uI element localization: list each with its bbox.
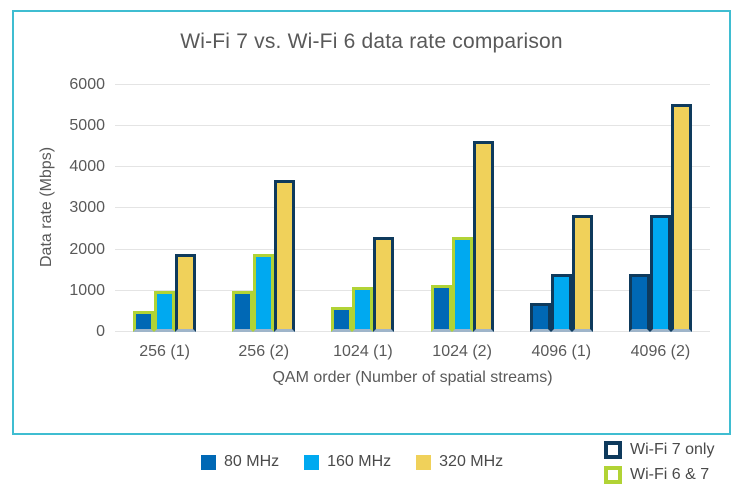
bar — [451, 237, 473, 332]
legend-bandwidth: 80 MHz 160 MHz 320 MHz — [201, 453, 503, 471]
legend-label: 320 MHz — [439, 453, 504, 470]
x-axis-title: QAM order (Number of spatial streams) — [272, 369, 553, 386]
y-tick-label: 2000 — [69, 241, 105, 258]
legend-item-bandwidth: 80 MHz — [201, 453, 279, 471]
y-axis-tick-labels: 0 1000 2000 3000 4000 5000 6000 — [40, 76, 105, 340]
legend-item-bandwidth: 160 MHz — [304, 453, 391, 471]
y-tick-label: 1000 — [69, 282, 105, 299]
bar — [274, 180, 296, 332]
bar-groups — [115, 85, 710, 332]
x-tick-label: 4096 (2) — [630, 343, 691, 360]
bar-group-256-1 — [115, 85, 214, 332]
legend-label: 80 MHz — [224, 453, 280, 470]
bar-group-256-2 — [214, 85, 313, 332]
legend-item-generation: Wi-Fi 7 only — [604, 441, 714, 459]
legend-label: 160 MHz — [327, 453, 392, 470]
y-tick-label: 4000 — [69, 158, 105, 175]
bar — [133, 311, 155, 332]
bar — [331, 307, 353, 332]
gridline — [115, 84, 710, 85]
gridline — [115, 166, 710, 167]
bar — [253, 254, 275, 332]
legend-item-bandwidth: 320 MHz — [416, 453, 503, 471]
legend-item-generation: Wi-Fi 6 & 7 — [604, 466, 714, 484]
bar — [571, 215, 593, 332]
bar — [529, 303, 551, 332]
gridline — [115, 125, 710, 126]
bar — [628, 274, 650, 332]
chart-title: Wi-Fi 7 vs. Wi-Fi 6 data rate comparison — [180, 30, 563, 53]
y-tick-label: 0 — [96, 323, 105, 340]
bar-group-4096-1 — [512, 85, 611, 332]
legend-swatch — [201, 454, 216, 470]
bar-group-1024-1 — [313, 85, 412, 332]
bar — [649, 215, 671, 332]
legend-swatch — [416, 454, 432, 470]
bar-group-1024-2 — [413, 85, 512, 332]
bar-group-4096-2 — [611, 85, 710, 332]
bar — [670, 104, 692, 332]
legend-label: Wi-Fi 7 only — [630, 441, 715, 458]
x-tick-label: 256 (2) — [238, 343, 290, 360]
bar — [232, 291, 254, 332]
x-axis-tick-labels: 256 (1) 256 (2) 1024 (1) 1024 (2) 4096 (1) 40… — [115, 343, 710, 361]
bar — [154, 291, 176, 332]
legend-generation: Wi-Fi 7 only Wi-Fi 6 & 7 — [604, 441, 714, 484]
x-tick-label: 256 (1) — [139, 343, 190, 360]
x-tick-label: 1024 (2) — [432, 343, 492, 360]
chart-frame — [12, 10, 731, 435]
bar — [352, 287, 374, 332]
gridline — [115, 249, 710, 250]
bar — [175, 254, 197, 332]
x-tick-label: 4096 (1) — [531, 343, 592, 360]
gridline — [115, 207, 710, 208]
x-tick-label: 1024 (1) — [333, 343, 393, 360]
y-tick-label: 6000 — [69, 76, 105, 93]
y-tick-label: 5000 — [69, 117, 105, 134]
plot-area — [115, 84, 710, 332]
bar — [430, 285, 452, 332]
bar — [550, 274, 572, 332]
legend-outline-swatch — [604, 466, 622, 484]
bar — [373, 237, 395, 332]
gridline — [115, 290, 710, 291]
y-tick-label: 3000 — [69, 199, 105, 216]
gridline — [115, 331, 710, 332]
bar — [472, 141, 494, 332]
legend-outline-swatch — [604, 441, 622, 459]
legend-label: Wi-Fi 6 & 7 — [630, 466, 710, 483]
legend-swatch — [304, 454, 320, 470]
